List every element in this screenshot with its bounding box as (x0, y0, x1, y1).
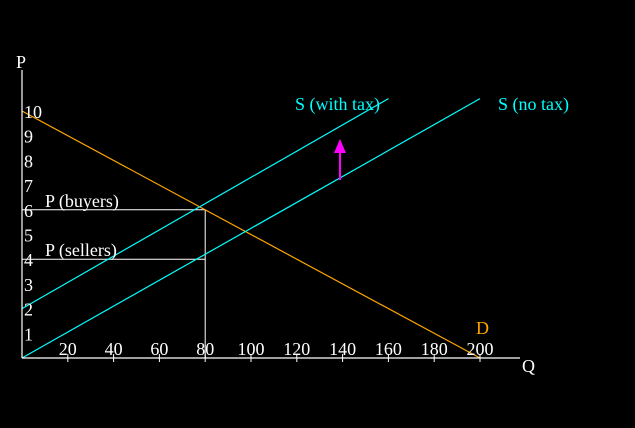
price-buyers-label: P (buyers) (45, 191, 119, 212)
y-tick-label: 1 (24, 324, 33, 344)
y-tick-label: 9 (24, 127, 33, 147)
y-tick-label: 10 (24, 102, 42, 122)
demand-label: D (476, 318, 489, 338)
x-tick-label: 80 (196, 339, 214, 359)
x-tick-label: 120 (283, 339, 310, 359)
tax-arrow-icon (334, 139, 346, 153)
y-tick-label: 3 (24, 275, 33, 295)
y-tick-label: 2 (24, 300, 33, 320)
x-tick-label: 140 (329, 339, 356, 359)
y-tick-label: 8 (24, 151, 33, 171)
x-tick-label: 200 (467, 339, 494, 359)
y-tick-label: 6 (24, 201, 33, 221)
x-tick-label: 20 (59, 339, 77, 359)
x-tick-label: 160 (375, 339, 402, 359)
y-tick-label: 4 (24, 250, 33, 270)
price-sellers-label: P (sellers) (45, 240, 117, 261)
x-tick-label: 100 (238, 339, 265, 359)
x-tick-label: 180 (421, 339, 448, 359)
x-axis-title: Q (522, 356, 535, 376)
x-tick-label: 40 (105, 339, 123, 359)
x-tick-label: 60 (150, 339, 168, 359)
supply-with-tax-label: S (with tax) (295, 94, 380, 115)
supply-no-tax-label: S (no tax) (498, 94, 569, 115)
y-tick-label: 5 (24, 226, 33, 246)
y-tick-label: 7 (24, 176, 33, 196)
supply-with-tax-line (21, 98, 389, 310)
supply-no-tax-line (21, 98, 481, 359)
y-axis-title: P (16, 52, 26, 72)
demand-line (21, 110, 481, 359)
